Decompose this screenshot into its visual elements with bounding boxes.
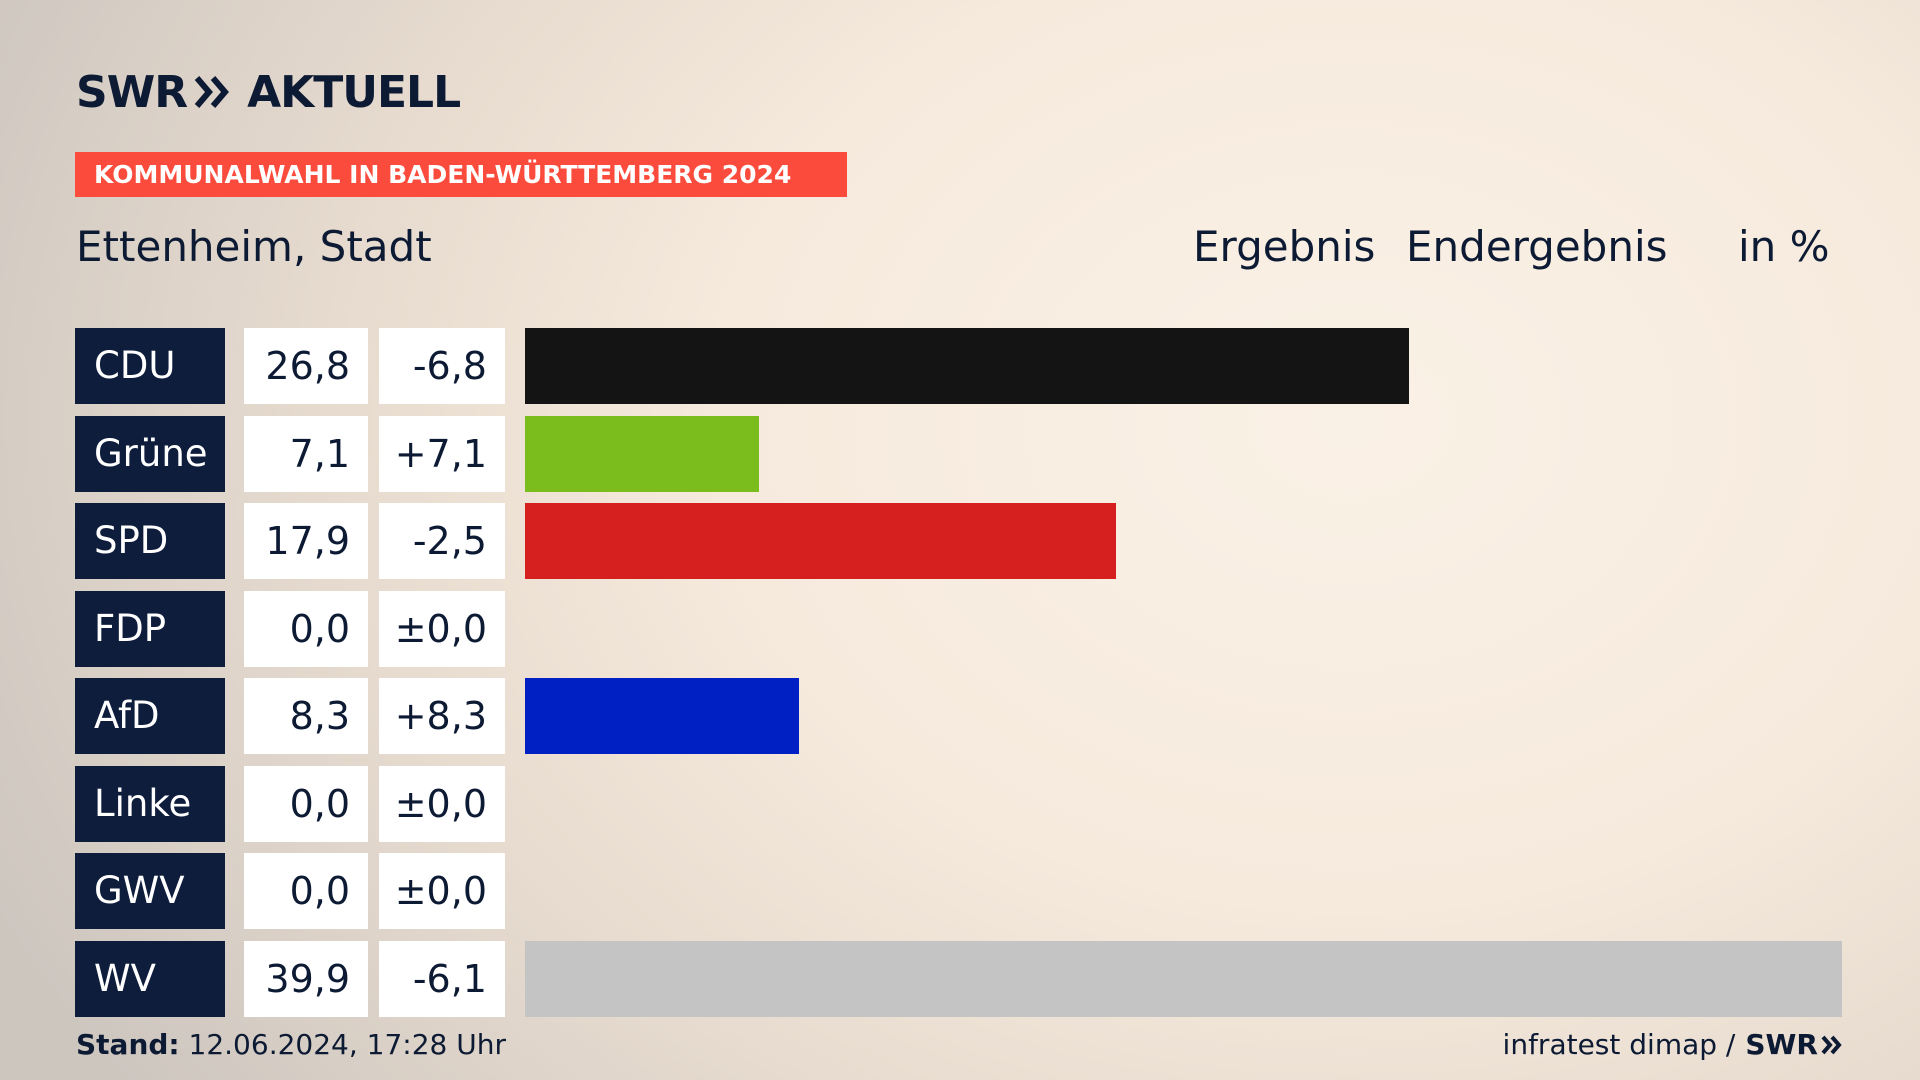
- party-label: GWV: [75, 853, 225, 929]
- timestamp-label: Stand:: [76, 1028, 180, 1061]
- column-header-status: Endergebnis: [1406, 222, 1668, 271]
- value-label: 8,3: [244, 678, 368, 754]
- result-row: SPD 17,9 -2,5: [0, 503, 1920, 579]
- value-label: 0,0: [244, 765, 368, 842]
- change-label: -6,8: [379, 328, 505, 404]
- change-label: ±0,0: [379, 765, 505, 842]
- change-label: -6,1: [379, 940, 505, 1017]
- value-label: 0,0: [244, 853, 368, 929]
- swr-aktuell-logo: SWR AKTUELL: [76, 66, 461, 118]
- bar: [525, 940, 1842, 1017]
- change-label: +7,1: [379, 415, 505, 492]
- bar: [525, 328, 1409, 404]
- result-row: WV 39,9 -6,1: [0, 940, 1920, 1017]
- party-label: SPD: [75, 503, 225, 579]
- party-label: FDP: [75, 590, 225, 667]
- source-brand-text: SWR: [1745, 1028, 1818, 1061]
- value-label: 17,9: [244, 503, 368, 579]
- party-label: CDU: [75, 328, 225, 404]
- value-label: 0,0: [244, 590, 368, 667]
- source-text: infratest dimap /: [1502, 1028, 1736, 1061]
- bar: [525, 678, 799, 754]
- change-label: +8,3: [379, 678, 505, 754]
- small-double-chevron-icon: [1821, 1035, 1842, 1054]
- result-row: Linke 0,0 ±0,0: [0, 765, 1920, 842]
- result-row: FDP 0,0 ±0,0: [0, 590, 1920, 667]
- timestamp-value: 12.06.2024, 17:28 Uhr: [188, 1028, 506, 1061]
- party-label: AfD: [75, 678, 225, 754]
- change-label: ±0,0: [379, 853, 505, 929]
- municipality-title: Ettenheim, Stadt: [76, 222, 432, 271]
- bar: [525, 503, 1116, 579]
- party-label: Linke: [75, 765, 225, 842]
- result-row: GWV 0,0 ±0,0: [0, 853, 1920, 929]
- value-label: 26,8: [244, 328, 368, 404]
- result-row: CDU 26,8 -6,8: [0, 328, 1920, 404]
- brand-swr: SWR: [76, 66, 188, 118]
- change-label: ±0,0: [379, 590, 505, 667]
- column-header-unit: in %: [1738, 222, 1830, 271]
- brand-aktuell: AKTUELL: [247, 66, 461, 118]
- source-credit: infratest dimap / SWR: [1503, 1028, 1844, 1061]
- election-banner: KOMMUNALWAHL IN BADEN-WÜRTTEMBERG 2024: [75, 152, 847, 197]
- value-label: 7,1: [244, 415, 368, 492]
- source-brand: SWR: [1745, 1028, 1844, 1061]
- party-label: Grüne: [75, 415, 225, 492]
- column-header-result: Ergebnis: [1193, 222, 1376, 271]
- value-label: 39,9: [244, 940, 368, 1017]
- bar: [525, 415, 759, 492]
- result-row: AfD 8,3 +8,3: [0, 678, 1920, 754]
- double-chevron-icon: [194, 76, 230, 108]
- result-row: Grüne 7,1 +7,1: [0, 415, 1920, 492]
- party-label: WV: [75, 940, 225, 1017]
- timestamp: Stand: 12.06.2024, 17:28 Uhr: [76, 1028, 506, 1061]
- change-label: -2,5: [379, 503, 505, 579]
